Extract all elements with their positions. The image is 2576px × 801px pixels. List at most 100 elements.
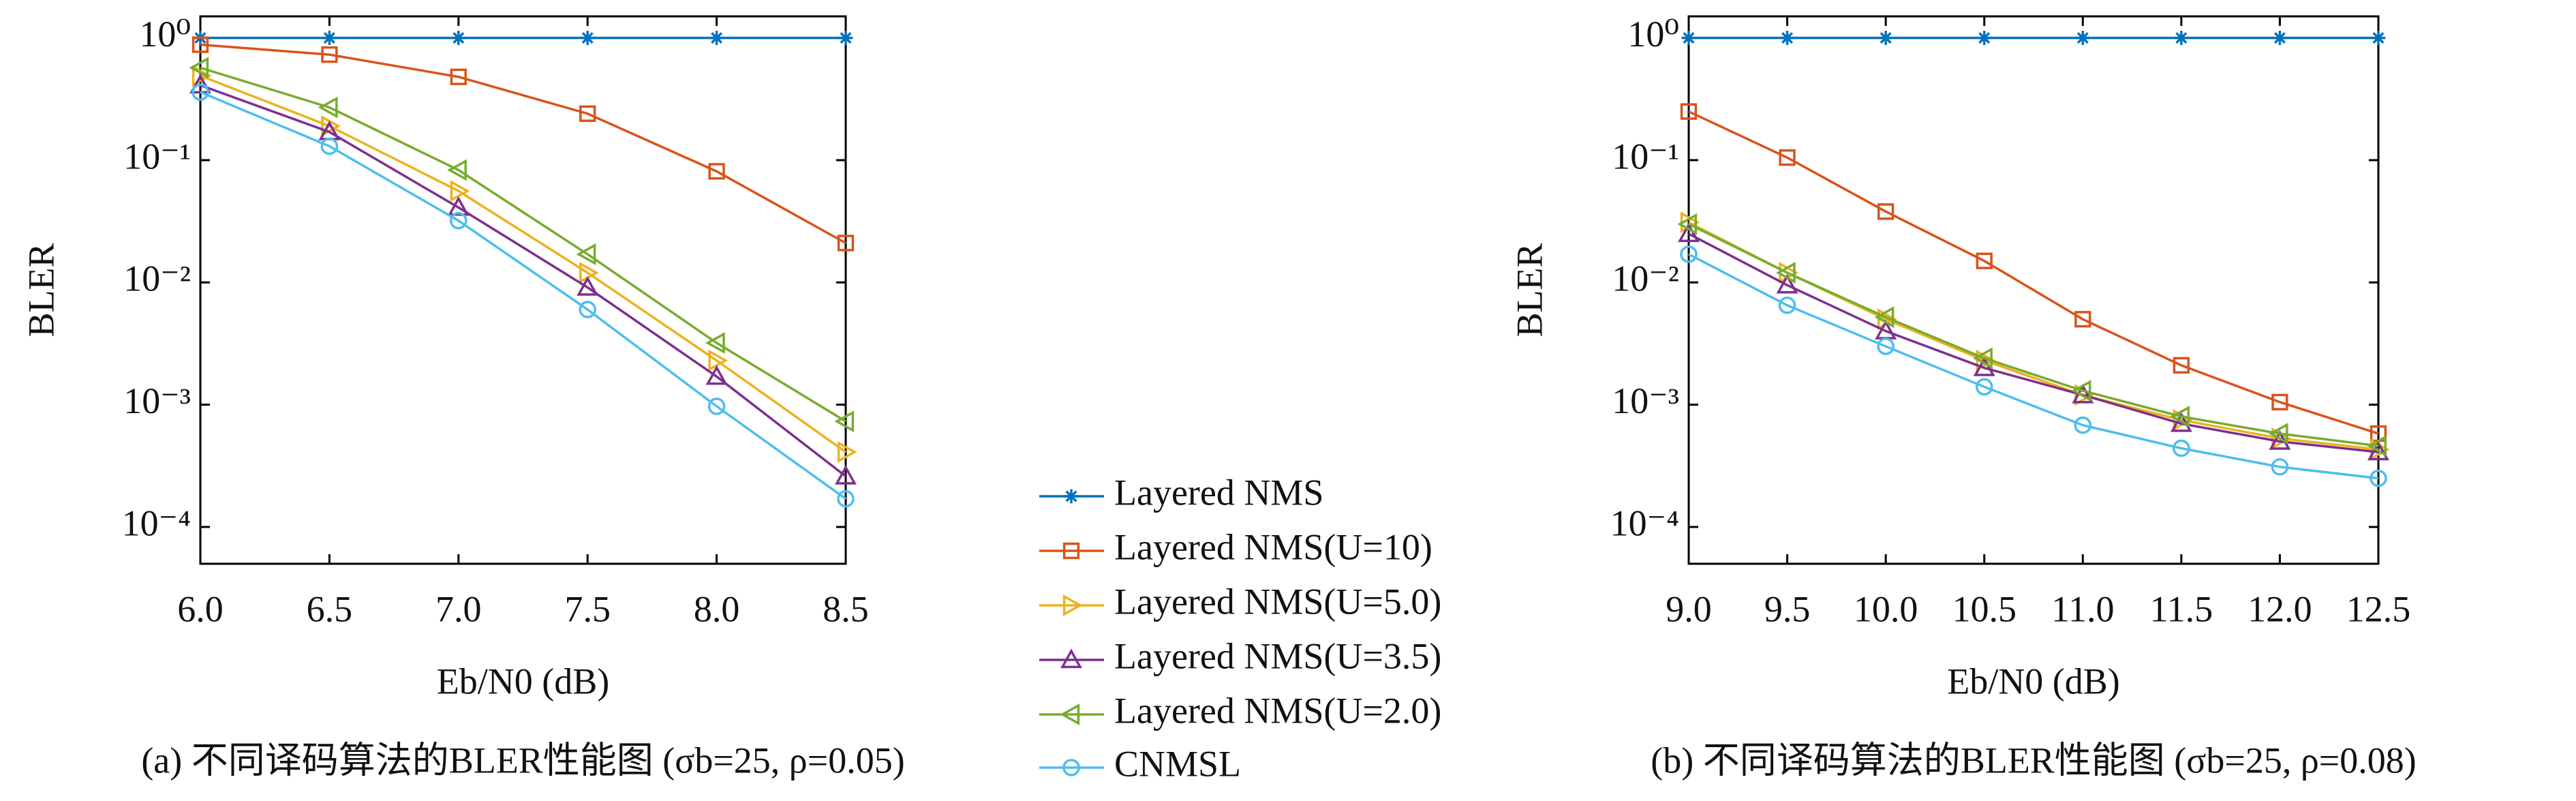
marker bbox=[2273, 31, 2287, 45]
plot-frame bbox=[1687, 15, 2380, 565]
x-tick-label: 10.5 bbox=[1952, 588, 2017, 629]
y-tick-label: 10⁻³ bbox=[1612, 380, 1679, 421]
x-tick-label: 7.5 bbox=[564, 588, 611, 629]
y-tick-label: 10⁻³ bbox=[123, 380, 191, 421]
series-line bbox=[200, 84, 847, 477]
marker bbox=[705, 365, 728, 385]
marker bbox=[318, 96, 338, 119]
series-line bbox=[1688, 253, 2379, 480]
marker bbox=[447, 159, 467, 181]
x-tick-label: 8.5 bbox=[823, 588, 869, 629]
marker bbox=[1680, 103, 1698, 120]
y-tick-label: 10⁻⁴ bbox=[122, 502, 191, 543]
legend-marker bbox=[1060, 704, 1080, 725]
marker bbox=[709, 31, 724, 45]
series-line bbox=[200, 74, 847, 453]
x-tick-label: 10.0 bbox=[1854, 588, 1918, 629]
x-tick-label: 9.0 bbox=[1666, 588, 1712, 629]
y-axis-label: BLER bbox=[1509, 243, 1550, 337]
y-tick-label: 10⁻¹ bbox=[123, 136, 191, 177]
marker bbox=[2071, 380, 2091, 402]
y-axis-label: BLER bbox=[20, 243, 61, 337]
marker bbox=[1973, 347, 1993, 369]
legend-label: Layered NMS(U=10) bbox=[1114, 526, 1432, 567]
marker bbox=[1681, 31, 1696, 45]
marker bbox=[1775, 262, 1796, 284]
marker bbox=[1778, 297, 1796, 314]
x-tick-label: 11.0 bbox=[2051, 588, 2115, 629]
marker bbox=[580, 31, 595, 45]
marker bbox=[2170, 406, 2190, 428]
x-axis-label: Eb/N0 (dB) bbox=[437, 661, 609, 701]
caption: (a) 不同译码算法的BLER性能图 (σb=25, ρ=0.05) bbox=[141, 740, 904, 781]
marker bbox=[321, 115, 341, 137]
legend-marker bbox=[1062, 542, 1080, 560]
marker bbox=[191, 83, 209, 101]
y-tick-label: 10⁻¹ bbox=[1612, 136, 1679, 177]
marker bbox=[1680, 245, 1698, 263]
marker bbox=[708, 349, 729, 372]
plot-frame bbox=[199, 15, 847, 565]
marker bbox=[447, 196, 470, 216]
marker bbox=[837, 235, 855, 252]
marker bbox=[1776, 273, 1798, 294]
x-tick-label: 11.5 bbox=[2150, 588, 2213, 629]
marker bbox=[1780, 31, 1794, 45]
marker bbox=[2370, 469, 2387, 487]
marker bbox=[708, 163, 725, 180]
x-tick-label: 7.0 bbox=[435, 588, 482, 629]
marker bbox=[450, 211, 467, 230]
y-tick-label: 10⁰ bbox=[139, 14, 191, 55]
marker bbox=[1678, 222, 1700, 243]
marker bbox=[837, 441, 857, 464]
legend-label: Layered NMS(U=5.0) bbox=[1114, 581, 1441, 622]
marker bbox=[576, 243, 596, 265]
series-line bbox=[1688, 221, 2379, 451]
marker bbox=[707, 397, 726, 415]
x-tick-label: 12.5 bbox=[2346, 588, 2411, 629]
x-axis-label: Eb/N0 (dB) bbox=[1947, 661, 2119, 701]
marker bbox=[579, 262, 599, 284]
marker bbox=[2173, 357, 2190, 374]
marker bbox=[2173, 439, 2190, 457]
x-tick-label: 9.5 bbox=[1764, 588, 1811, 629]
y-tick-label: 10⁻² bbox=[123, 258, 191, 299]
marker bbox=[1779, 149, 1796, 166]
legend-marker bbox=[1060, 648, 1082, 669]
marker bbox=[321, 46, 338, 63]
series-line bbox=[200, 66, 846, 423]
y-tick-label: 10⁻² bbox=[1612, 258, 1679, 299]
x-tick-label: 6.5 bbox=[307, 588, 353, 629]
marker bbox=[450, 180, 470, 202]
marker bbox=[705, 332, 725, 354]
legend-label: Layered NMS(U=3.5) bbox=[1114, 635, 1441, 676]
marker bbox=[1977, 31, 1992, 45]
series-line bbox=[1688, 232, 2379, 453]
marker bbox=[1877, 203, 1895, 220]
marker bbox=[2271, 393, 2288, 411]
legend-label: CNMSL bbox=[1114, 743, 1241, 784]
marker bbox=[1877, 337, 1895, 355]
marker bbox=[579, 105, 596, 122]
marker bbox=[191, 36, 209, 53]
x-tick-label: 8.0 bbox=[694, 588, 740, 629]
legend-label: Layered NMS bbox=[1114, 472, 1323, 513]
marker bbox=[2371, 31, 2386, 45]
marker bbox=[2367, 435, 2387, 457]
marker bbox=[1874, 306, 1895, 329]
marker bbox=[835, 464, 857, 485]
marker bbox=[2367, 440, 2389, 461]
marker bbox=[2174, 31, 2189, 45]
series-line bbox=[1688, 110, 2379, 435]
marker bbox=[2271, 458, 2289, 476]
y-tick-label: 10⁻⁴ bbox=[1610, 502, 1679, 543]
marker bbox=[2268, 423, 2288, 445]
marker bbox=[1878, 31, 1893, 45]
marker bbox=[2074, 311, 2091, 328]
marker bbox=[1976, 252, 1993, 269]
legend-marker bbox=[1064, 489, 1079, 504]
y-tick-label: 10⁰ bbox=[1627, 14, 1679, 55]
marker bbox=[579, 301, 597, 318]
marker bbox=[838, 31, 853, 45]
marker bbox=[1973, 357, 1995, 376]
